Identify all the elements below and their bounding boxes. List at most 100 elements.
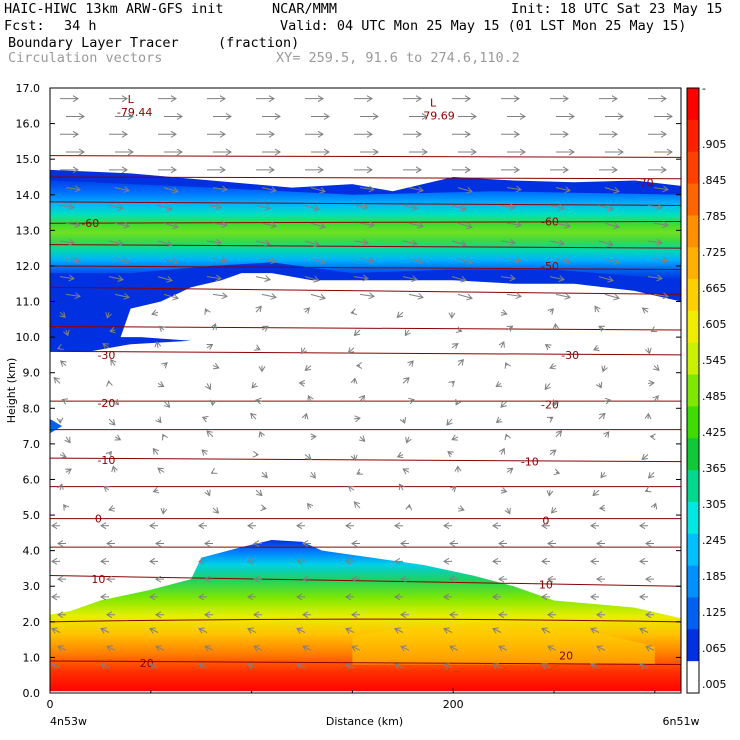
circulation-vector: [549, 239, 565, 247]
circulation-vector: [639, 663, 649, 670]
y-axis-label: Height (km): [5, 358, 18, 424]
circulation-vector: [164, 148, 183, 156]
circulation-vector: [408, 257, 424, 265]
circulation-vector: [112, 398, 120, 406]
circulation-vector: [500, 238, 516, 246]
circulation-vector: [604, 222, 620, 230]
isotherm-label: -60: [541, 215, 559, 228]
colorbar-label: .365: [702, 462, 727, 475]
circulation-vector: [396, 311, 404, 318]
isotherm: [49, 244, 682, 249]
circulation-vector: [310, 222, 326, 230]
circulation-vector: [549, 449, 557, 456]
circulation-vector: [254, 344, 261, 351]
minimum-symbol: L: [128, 93, 135, 106]
circulation-vector: [654, 113, 673, 120]
circulation-vector: [500, 400, 508, 408]
colorbar-label: .665: [702, 282, 727, 295]
isotherm-label: -20: [541, 399, 559, 412]
circulation-vector: [400, 540, 409, 547]
circulation-vector: [51, 663, 61, 670]
colorbar-segment: [687, 88, 699, 121]
circulation-vector: [255, 275, 271, 282]
colorbar-label: .245: [702, 534, 727, 547]
colorbar-segment: [687, 310, 699, 344]
isotherm-label: -50: [541, 260, 559, 273]
circulation-vector: [59, 452, 67, 459]
circulation-vector: [604, 258, 620, 265]
circulation-vector: [598, 325, 606, 332]
circulation-vector: [212, 363, 220, 370]
circulation-vector: [311, 148, 330, 156]
circulation-vector: [253, 575, 262, 583]
circulation-vector: [605, 113, 624, 120]
circulation-vector: [65, 468, 72, 475]
circulation-vector: [549, 275, 565, 282]
circulation-vector: [108, 239, 124, 247]
circulation-vector: [213, 113, 232, 120]
circulation-vector: [60, 95, 79, 103]
circulation-vector: [541, 557, 550, 565]
circulation-vector: [59, 311, 66, 318]
circulation-vector: [653, 221, 669, 228]
y-tick-label: 5.0: [23, 509, 41, 522]
circulation-vector: [549, 363, 557, 370]
isotherm: [49, 176, 682, 180]
circulation-vector: [353, 203, 369, 211]
circulation-vector: [451, 240, 467, 248]
y-tick-label: 2.0: [23, 616, 41, 629]
circulation-vector: [213, 148, 232, 156]
circulation-vector: [599, 130, 618, 138]
circulation-vector: [309, 472, 316, 479]
circulation-vector: [451, 204, 467, 212]
circulation-vector: [247, 557, 256, 565]
y-tick-label: 4.0: [23, 545, 41, 558]
circulation-vector: [207, 130, 226, 138]
circulation-vector: [66, 113, 85, 120]
colorbar-segment: [687, 215, 699, 248]
circulation-vector: [492, 627, 502, 634]
circulation-vector: [261, 221, 277, 229]
circulation-vector: [247, 522, 256, 530]
circulation-vector: [201, 449, 208, 456]
circulation-vector: [599, 95, 618, 103]
circulation-vector: [544, 344, 552, 351]
circulation-vector: [458, 113, 477, 120]
circulation-vector: [311, 113, 330, 120]
y-tick-label: 10.0: [16, 331, 41, 344]
circulation-vector: [590, 627, 600, 634]
circulation-vector: [592, 489, 600, 497]
circulation-vector: [398, 483, 405, 491]
circulation-vector: [56, 417, 64, 424]
circulation-vector: [115, 148, 134, 156]
circulation-vector: [506, 185, 522, 193]
circulation-vector: [596, 611, 605, 619]
circulation-vector: [504, 362, 511, 369]
circulation-vector: [492, 593, 501, 601]
circulation-vector: [63, 329, 70, 337]
circulation-vector: [163, 293, 179, 301]
circulation-vector: [650, 502, 658, 510]
circulation-vector: [261, 325, 269, 332]
circulation-vector: [106, 380, 113, 387]
circulation-vector: [198, 627, 208, 634]
circulation-vector: [354, 95, 373, 103]
circulation-vector: [251, 381, 258, 389]
circulation-vector: [163, 222, 179, 230]
y-tick-label: 13.0: [16, 224, 41, 237]
isotherm-label: -30: [97, 349, 115, 362]
circulation-vector: [604, 187, 620, 194]
x-left-endpoint: 4n53w: [50, 715, 87, 728]
circulation-vector: [255, 239, 271, 247]
circulation-vector: [149, 593, 158, 601]
circulation-vector: [449, 485, 457, 493]
circulation-vector: [301, 347, 308, 355]
circulation-vector: [255, 489, 263, 497]
circulation-vector: [356, 468, 363, 475]
center-label: NCAR/MMM: [272, 1, 338, 17]
circulation-vector: [261, 293, 277, 300]
circulation-vector: [302, 540, 311, 547]
colorbar-label: .125: [702, 606, 727, 619]
isotherm: [49, 618, 682, 623]
